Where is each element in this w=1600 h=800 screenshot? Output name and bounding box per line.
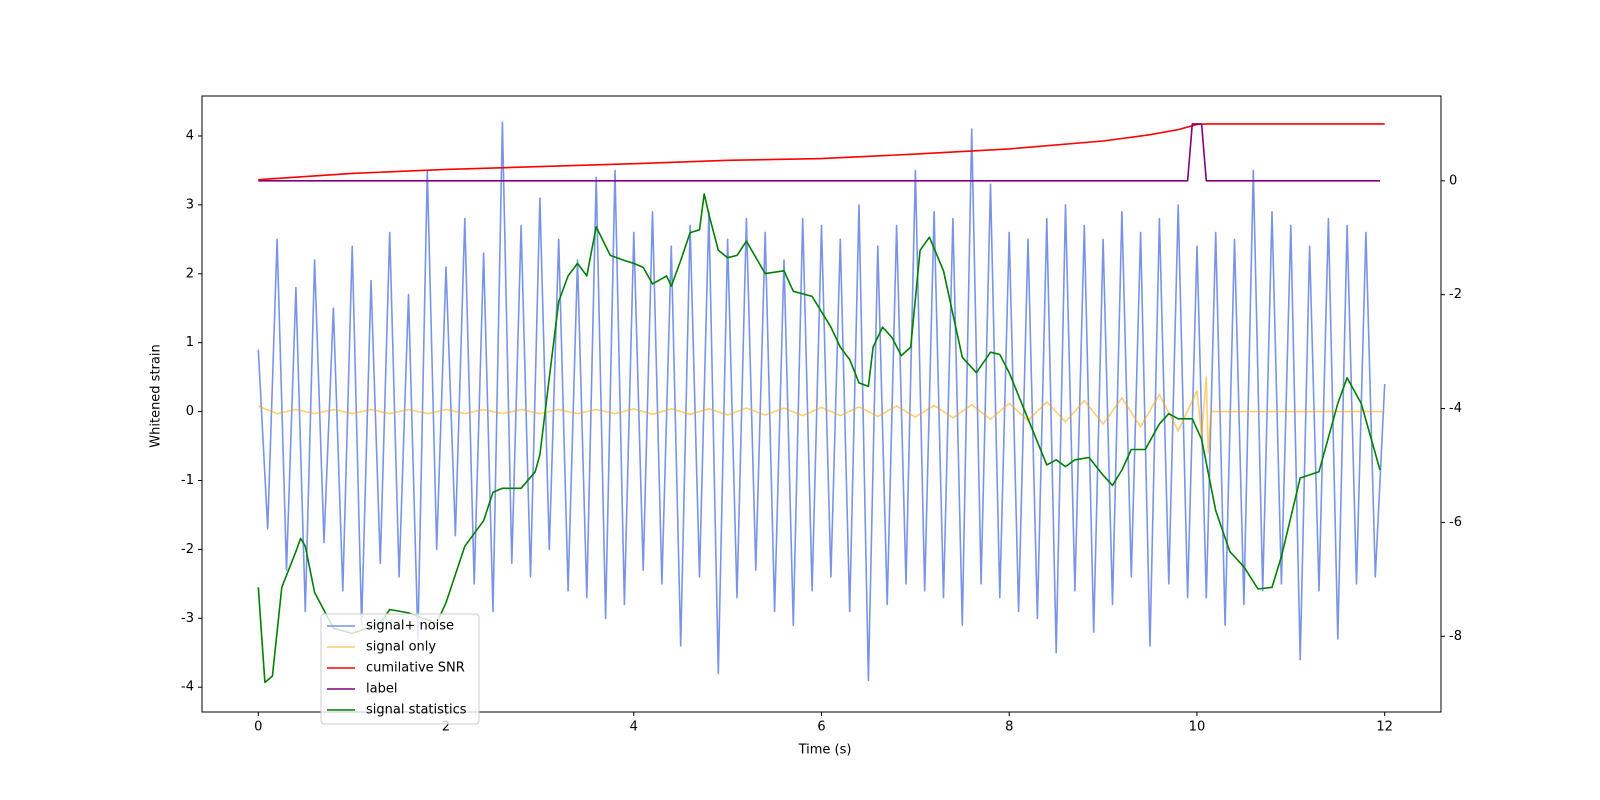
x-tick-label: 2 [442,720,450,735]
x-tick-label: 8 [1005,720,1013,735]
x-axis-label: Time (s) [798,743,852,758]
series-line [258,376,1385,454]
y2-tick-label: -6 [1449,515,1462,530]
y2-tick-label: -4 [1449,401,1462,416]
y-tick-label: 1 [186,335,194,350]
legend-label: label [366,682,397,697]
y-tick-label: 3 [186,197,194,212]
y2-tick-label: -8 [1449,629,1462,644]
x-tick-label: 12 [1376,720,1393,735]
y2-tick-label: -2 [1449,287,1462,302]
series-line [258,123,1385,181]
y-tick-label: 4 [186,128,194,143]
y-axis-label: Whitened strain [149,344,164,447]
y-tick-label: -3 [181,611,194,626]
legend-label: signal only [366,640,436,655]
x-tick-label: 4 [630,720,638,735]
y-tick-label: 2 [186,266,194,281]
series-line [257,193,1381,684]
legend-label: signal+ noise [366,619,454,634]
x-tick-label: 10 [1189,720,1206,735]
x-tick-label: 0 [254,720,262,735]
y-tick-label: -4 [181,680,194,695]
y-tick-label: -1 [181,473,194,488]
legend-label: cumilative SNR [366,661,465,676]
y-tick-label: -2 [181,542,194,557]
y-tick-label: 0 [186,404,194,419]
plot-frame [201,95,1442,713]
series-line [258,123,1380,182]
legend-box [320,613,480,725]
series-line [257,121,1386,682]
legend-label: signal statistics [366,703,467,718]
x-tick-label: 6 [817,720,825,735]
y2-tick-label: 0 [1449,173,1457,188]
